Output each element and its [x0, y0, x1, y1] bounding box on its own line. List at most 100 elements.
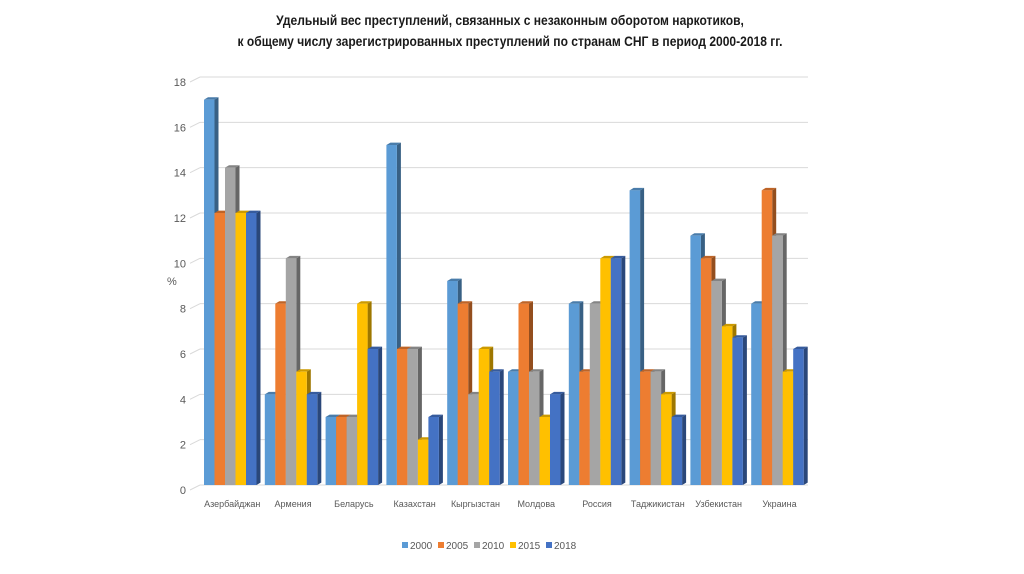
bar-front — [782, 371, 794, 485]
bar-top — [550, 391, 565, 395]
gridline-depth — [189, 212, 201, 219]
bar — [246, 210, 261, 485]
bar-front — [550, 394, 561, 485]
bar-top — [629, 187, 645, 191]
bar-front — [325, 417, 337, 485]
bar-front — [235, 213, 246, 485]
bar-top — [428, 414, 443, 417]
bar-top — [671, 414, 687, 417]
bar-front — [610, 258, 622, 485]
bar-top — [568, 301, 584, 304]
bar-top — [661, 391, 676, 395]
bar-top — [386, 142, 401, 145]
bar-front — [396, 349, 408, 485]
bar-front — [407, 349, 418, 485]
gridline-depth — [189, 348, 201, 355]
bar-front — [629, 190, 641, 486]
bar-front — [721, 326, 733, 485]
legend-label: 2018 — [554, 541, 577, 552]
bar-top — [285, 255, 301, 259]
bar-front — [457, 303, 469, 485]
bar — [610, 255, 626, 485]
x-axis-categories: Азербайджан Армения Беларусь Казахстан Кыргы… — [204, 499, 796, 509]
bar-front — [428, 417, 439, 485]
bar-top — [600, 255, 615, 259]
legend-item: 2005 — [438, 541, 469, 552]
bar-front — [508, 371, 519, 485]
bar-front — [751, 303, 762, 485]
gridline-depth — [189, 393, 201, 400]
legend-item: 2000 — [402, 541, 433, 552]
x-category-label: Россия — [582, 499, 612, 509]
bar-front — [204, 99, 215, 486]
bar-top — [225, 165, 240, 168]
bar-top — [640, 369, 655, 372]
bar-top — [235, 210, 250, 213]
bar — [671, 414, 687, 485]
bar-side — [803, 346, 808, 485]
bar-front — [225, 167, 236, 485]
bar-side — [378, 346, 383, 485]
legend-label: 2000 — [410, 541, 433, 552]
bar-top — [711, 278, 726, 281]
bar-front — [539, 417, 550, 485]
y-tick-label: 14 — [174, 168, 186, 180]
bar-front — [285, 258, 297, 485]
legend-swatch — [510, 542, 516, 548]
y-axis-label: % — [167, 276, 177, 288]
bar — [306, 391, 322, 485]
y-tick-label: 12 — [174, 213, 186, 225]
legend-label: 2005 — [446, 541, 469, 552]
bar-front — [468, 394, 479, 485]
bar-front — [489, 371, 500, 485]
bar-front — [296, 371, 307, 485]
bar-side — [742, 335, 747, 485]
x-category-label: Кыргызстан — [451, 499, 500, 509]
bar-front — [306, 394, 318, 485]
gridline-depth — [189, 439, 201, 446]
bar-front — [568, 303, 580, 485]
bar-front — [246, 213, 257, 485]
y-tick-label: 6 — [180, 349, 186, 361]
bar-side — [256, 210, 261, 485]
gridline-depth — [189, 121, 201, 128]
bar-front — [367, 349, 379, 485]
bar-front — [761, 190, 773, 486]
chart-title: Удельный вес преступлений, связанных с н… — [200, 10, 819, 52]
bar-front — [529, 371, 540, 485]
bars — [204, 97, 808, 486]
bar-front — [711, 281, 722, 485]
bar-top — [478, 346, 494, 349]
bar-front — [690, 235, 701, 485]
bar-front — [772, 235, 783, 485]
gridline-depth — [189, 303, 201, 310]
bar-top — [700, 255, 716, 259]
bar — [367, 346, 383, 485]
y-tick-label: 0 — [180, 485, 186, 497]
bar-side — [560, 391, 565, 485]
bar-front — [346, 417, 358, 485]
x-category-label: Казахстан — [394, 499, 436, 509]
legend-swatch — [546, 542, 552, 548]
bar — [428, 414, 443, 485]
bar-front — [600, 258, 611, 485]
gridline-depth — [189, 76, 201, 83]
chart-title-line-2: к общему числу зарегистрированных престу… — [237, 33, 783, 49]
legend-swatch — [438, 542, 444, 548]
bar-top — [396, 346, 412, 349]
bar-top — [610, 255, 626, 259]
legend-item: 2018 — [546, 541, 577, 552]
y-axis-ticks: 0 2 4 6 8 10 12 14 16 18 — [174, 77, 186, 497]
bar-top — [367, 346, 383, 349]
bar-front — [478, 349, 490, 485]
bar-top — [529, 369, 544, 372]
y-tick-label: 10 — [174, 258, 186, 270]
gridline-depth — [189, 257, 201, 264]
bar-top — [793, 346, 808, 349]
bar-front — [518, 303, 529, 485]
x-category-label: Молдова — [517, 499, 555, 509]
y-tick-label: 18 — [174, 77, 186, 89]
bar-top — [357, 301, 372, 304]
bar-front — [275, 303, 286, 485]
bar-top — [407, 346, 422, 349]
